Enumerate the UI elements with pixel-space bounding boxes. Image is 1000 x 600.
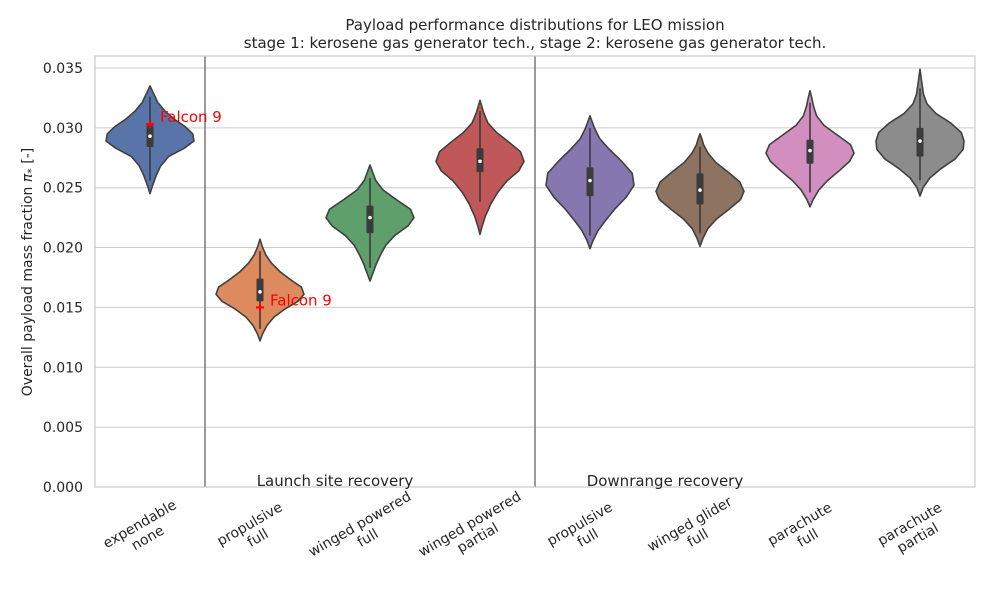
- y-axis-label: Overall payload mass fraction π* [-]: [20, 148, 38, 396]
- y-tick-label: 0.005: [43, 420, 83, 436]
- violin: [875, 68, 965, 197]
- y-axis-label-symbol: π: [20, 173, 36, 182]
- y-tick-label: 0.025: [43, 181, 83, 197]
- violin-median: [588, 178, 592, 183]
- annotation-label: Falcon 9: [270, 291, 332, 309]
- annotations: Falcon 9 Falcon 9: [146, 108, 332, 312]
- annotation-label: Falcon 9: [160, 108, 222, 126]
- region-label: Downrange recovery: [587, 472, 744, 490]
- region-labels: Launch site recovery Downrange recovery: [257, 472, 744, 490]
- violin-median: [478, 159, 482, 164]
- falcon9-marker: Falcon 9: [146, 108, 222, 129]
- violin-median: [808, 148, 812, 153]
- violins: [105, 68, 965, 342]
- region-separators: [204, 56, 536, 487]
- violin: [655, 133, 745, 248]
- violin: [435, 99, 525, 236]
- chart-subtitle: stage 1: kerosene gas generator tech., s…: [244, 34, 827, 52]
- violin: [325, 164, 415, 282]
- y-tick-label: 0.030: [43, 121, 83, 137]
- violin: [215, 238, 305, 342]
- y-axis-label-subscript: *: [25, 168, 38, 174]
- y-tick-label: 0.035: [43, 61, 83, 77]
- region-label: Launch site recovery: [257, 472, 414, 490]
- violin-median: [258, 290, 262, 294]
- violin-median: [368, 215, 372, 220]
- violin-median: [148, 134, 152, 139]
- violin: [105, 85, 195, 195]
- y-tick-label: 0.015: [43, 300, 83, 316]
- violin: [545, 115, 635, 250]
- y-tick-label: 0.000: [43, 480, 83, 496]
- violin-median: [698, 188, 702, 192]
- violin-median: [918, 139, 922, 143]
- plot-frame: [94, 55, 976, 488]
- y-axis-label-text: Overall payload mass fraction: [20, 182, 36, 396]
- y-tick-labels: 0.000 0.005 0.010 0.015 0.020 0.025 0.030 0.035: [43, 61, 83, 496]
- violin: [765, 89, 855, 208]
- y-tick-label: 0.020: [43, 241, 83, 257]
- falcon9-marker: Falcon 9: [256, 291, 332, 312]
- chart-title: Payload performance distributions for LE…: [345, 16, 724, 34]
- y-axis-label-unit: [-]: [20, 148, 36, 168]
- y-tick-label: 0.010: [43, 360, 83, 376]
